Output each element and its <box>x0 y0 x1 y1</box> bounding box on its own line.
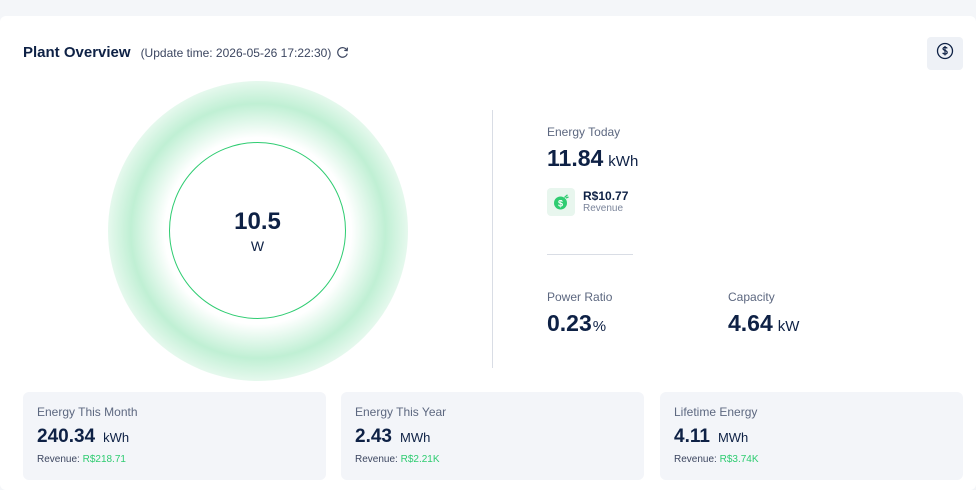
svg-text:$: $ <box>558 198 563 208</box>
energy-today-value: 11.84 <box>547 145 604 171</box>
stat-label: Energy This Month <box>37 405 138 419</box>
current-power-unit: W <box>250 237 265 254</box>
page-title: Plant Overview <box>23 44 131 61</box>
energy-year-box: Energy This Year 2.43 MWh Revenue: R$2.21… <box>341 392 644 480</box>
power-ratio-value: 0.23 <box>547 310 592 336</box>
stat-value: 240.34 <box>37 426 96 447</box>
stat-revenue-value: R$2.21K <box>400 454 440 465</box>
currency-button[interactable] <box>927 37 963 70</box>
money-bag-icon: $ <box>547 188 575 216</box>
energy-today-revenue: $ R$10.77 Revenue <box>547 188 628 216</box>
energy-today-unit: kWh <box>608 153 639 170</box>
stat-revenue-label: Revenue: <box>37 454 80 465</box>
power-ratio-label: Power Ratio <box>547 290 613 304</box>
stat-label: Lifetime Energy <box>674 405 758 419</box>
energy-today: Energy Today 11.84 kWh <box>547 125 638 172</box>
stat-revenue-label: Revenue: <box>355 454 398 465</box>
stat-value: 4.11 <box>674 426 710 447</box>
stat-label: Energy This Year <box>355 405 447 419</box>
power-ratio-unit: % <box>592 318 607 335</box>
stat-unit: MWh <box>717 430 749 445</box>
stat-revenue-label: Revenue: <box>674 454 717 465</box>
lifetime-energy-box: Lifetime Energy 4.11 MWh Revenue: R$3.74K <box>660 392 963 480</box>
refresh-icon[interactable] <box>336 46 349 59</box>
plant-overview-card: Plant Overview (Update time: 2026-05-26 … <box>0 16 976 490</box>
stat-unit: MWh <box>399 430 431 445</box>
energy-today-label: Energy Today <box>547 125 621 139</box>
energy-month-box: Energy This Month 240.34 kWh Revenue: R$2… <box>23 392 326 480</box>
stat-unit: kWh <box>103 430 130 445</box>
power-gauge: 10.5 W <box>108 66 408 381</box>
currency-dollar-icon <box>936 42 954 65</box>
vertical-divider <box>492 110 493 368</box>
power-ratio: Power Ratio 0.23% <box>547 290 612 337</box>
revenue-label: Revenue <box>583 203 624 214</box>
stat-value: 2.43 <box>355 426 392 447</box>
gauge-circle: 10.5 W <box>169 142 346 319</box>
capacity: Capacity 4.64 kW <box>728 290 799 337</box>
stat-revenue-value: R$3.74K <box>719 454 759 465</box>
revenue-amount: R$10.77 <box>583 189 629 203</box>
capacity-label: Capacity <box>728 290 775 304</box>
horizontal-divider <box>547 254 633 255</box>
stat-revenue-value: R$218.71 <box>82 454 126 465</box>
capacity-value: 4.64 <box>728 310 773 336</box>
update-time: (Update time: 2026-05-26 17:22:30) <box>140 45 332 60</box>
current-power-value: 10.5 <box>234 207 281 235</box>
card-header: Plant Overview (Update time: 2026-05-26 … <box>23 44 349 61</box>
capacity-unit: kW <box>777 318 800 335</box>
